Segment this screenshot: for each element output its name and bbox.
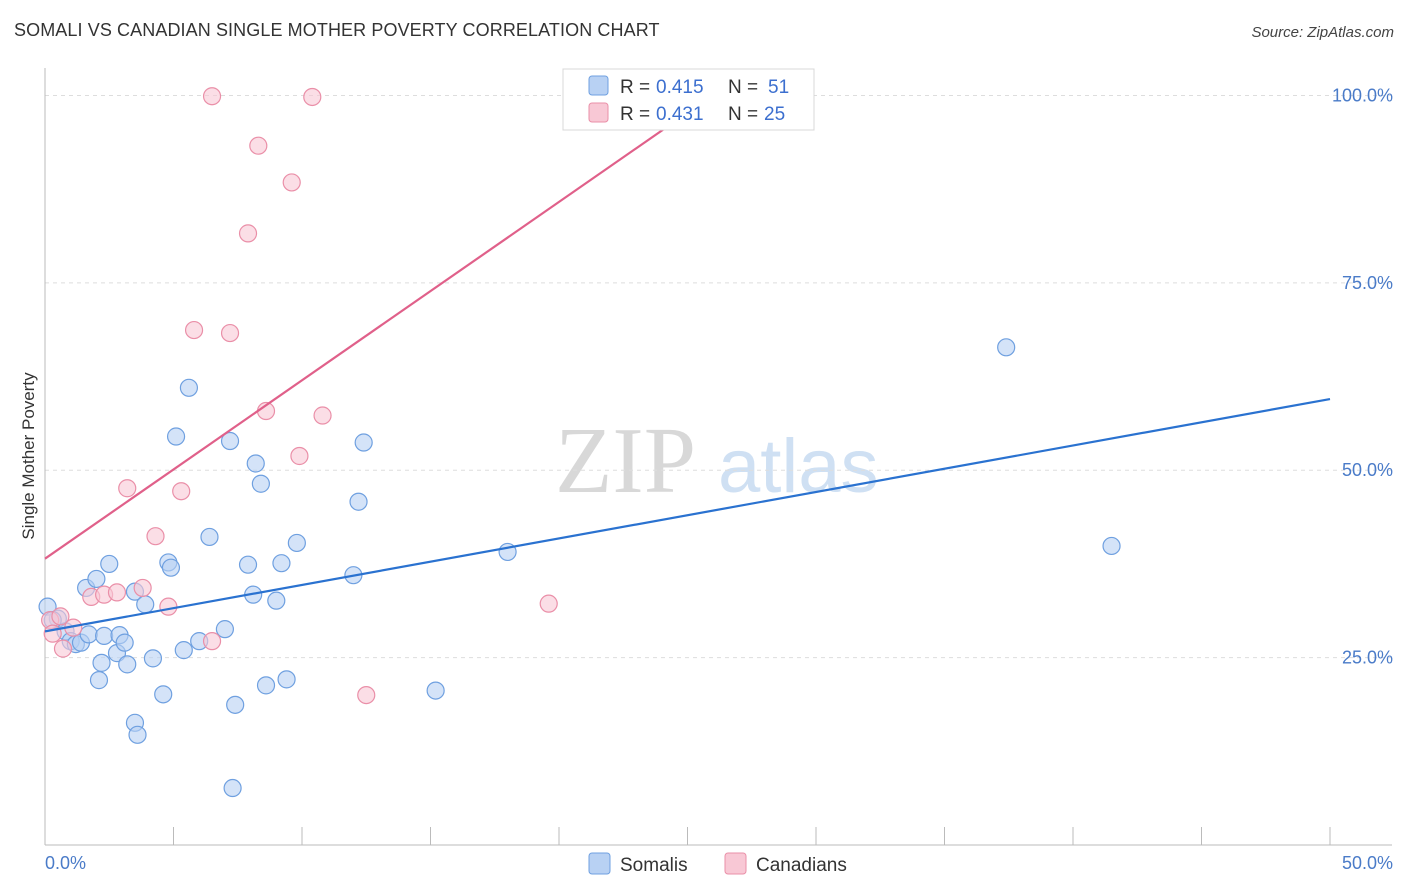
- x-tick-right: 50.0%: [1342, 853, 1393, 873]
- point-somalis: [154, 685, 173, 704]
- y-tick-label: 75.0%: [1342, 273, 1393, 293]
- point-canadians: [220, 323, 240, 343]
- y-tick-labels: 25.0% 50.0% 75.0% 100.0%: [1332, 85, 1393, 667]
- point-somalis: [174, 641, 193, 660]
- legend-swatch-canadians: [588, 102, 609, 123]
- point-somalis: [136, 595, 155, 614]
- y-tick-label: 25.0%: [1342, 648, 1393, 668]
- point-canadians: [53, 639, 73, 658]
- point-canadians: [290, 446, 309, 466]
- point-somalis: [287, 533, 306, 553]
- legend-r-value-1: 0.415: [656, 77, 704, 98]
- legend-r-value-2: 0.431: [656, 104, 704, 125]
- legend-r-label-1: R =: [620, 77, 650, 98]
- point-somalis: [267, 591, 286, 610]
- point-canadians: [172, 482, 191, 501]
- y-axis-label: Single Mother Poverty: [19, 372, 38, 540]
- point-somalis: [223, 778, 242, 798]
- point-somalis: [79, 625, 98, 644]
- point-canadians: [539, 594, 558, 613]
- point-somalis: [277, 670, 296, 689]
- point-somalis: [997, 338, 1016, 357]
- data-points: [38, 86, 1121, 798]
- source-label: Source: ZipAtlas.com: [1251, 24, 1394, 41]
- point-canadians: [202, 87, 222, 106]
- point-somalis: [100, 554, 119, 574]
- point-canadians: [43, 624, 62, 643]
- trend-lines: [44, 111, 1331, 633]
- point-somalis: [246, 454, 265, 473]
- point-canadians: [51, 607, 70, 626]
- point-canadians: [249, 136, 268, 155]
- point-canadians: [357, 685, 376, 705]
- watermark-zip: ZIP: [555, 409, 696, 513]
- point-canadians: [184, 320, 204, 340]
- x-tick-left: 0.0%: [45, 853, 86, 873]
- point-canadians: [159, 597, 178, 616]
- point-somalis: [89, 671, 109, 690]
- axes: [44, 68, 1392, 846]
- point-somalis: [1102, 536, 1121, 556]
- trend-line-canadians: [44, 111, 689, 560]
- legend-n-value-2: 25: [764, 104, 785, 125]
- series-legend: Somalis Canadians: [588, 852, 847, 876]
- point-somalis: [143, 649, 163, 668]
- legend-swatch-somalis: [588, 75, 609, 96]
- bottom-legend-swatch-canadians: [724, 852, 747, 875]
- correlation-legend: R = 0.415 N = 51 R = 0.431 N = 25: [562, 68, 815, 131]
- y-tick-label: 100.0%: [1332, 85, 1393, 105]
- point-somalis: [115, 633, 134, 652]
- point-canadians: [238, 224, 258, 243]
- point-somalis: [272, 554, 291, 573]
- point-somalis: [95, 626, 114, 645]
- point-somalis: [128, 725, 147, 744]
- point-somalis: [87, 569, 106, 589]
- point-somalis: [220, 431, 240, 451]
- bottom-legend-swatch-somalis: [588, 852, 611, 875]
- point-somalis: [92, 653, 111, 672]
- point-canadians: [118, 479, 137, 498]
- point-somalis: [238, 555, 258, 574]
- point-somalis: [215, 620, 234, 639]
- point-somalis: [426, 681, 445, 700]
- legend-r-label-2: R =: [620, 104, 650, 125]
- point-canadians: [303, 87, 322, 107]
- point-somalis: [118, 655, 137, 674]
- point-somalis: [251, 474, 270, 493]
- point-somalis: [200, 527, 219, 547]
- legend-n-value-1: 51: [768, 77, 789, 98]
- point-canadians: [107, 583, 127, 602]
- legend-n-label-1: N =: [728, 77, 758, 98]
- chart-title: SOMALI VS CANADIAN SINGLE MOTHER POVERTY…: [14, 20, 660, 40]
- point-canadians: [202, 632, 222, 651]
- y-tick-label: 50.0%: [1342, 460, 1393, 480]
- point-canadians: [133, 578, 152, 598]
- point-canadians: [146, 527, 165, 546]
- point-somalis: [166, 427, 186, 446]
- bottom-legend-label-canadians: Canadians: [756, 855, 847, 876]
- point-somalis: [349, 492, 368, 511]
- trend-line-somalis: [44, 397, 1331, 633]
- bottom-legend-label-somalis: Somalis: [620, 855, 688, 876]
- point-somalis: [256, 676, 276, 695]
- point-somalis: [179, 378, 199, 397]
- point-somalis: [354, 433, 373, 452]
- point-somalis: [226, 695, 245, 714]
- legend-n-label-2: N =: [728, 104, 758, 125]
- point-somalis: [161, 558, 181, 577]
- point-canadians: [282, 173, 301, 192]
- point-canadians: [313, 406, 332, 425]
